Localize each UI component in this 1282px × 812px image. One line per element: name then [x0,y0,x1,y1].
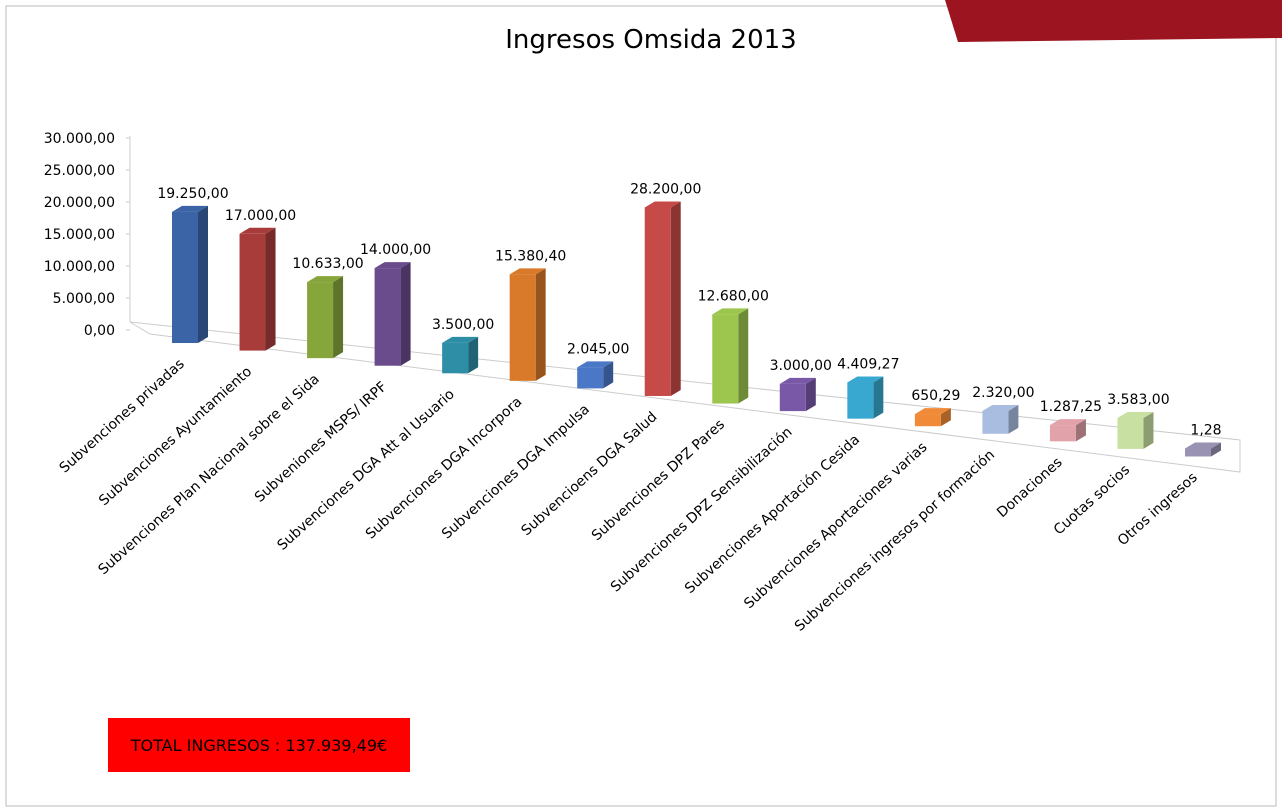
bar [982,410,1009,434]
bar [172,211,198,344]
bar-side [535,268,546,381]
value-label: 3.000,00 [770,358,832,374]
bar-top [577,361,614,368]
value-label: 2.320,00 [972,385,1034,401]
bar-side [805,377,816,412]
value-label: 12.680,00 [698,288,769,304]
bar-top [1049,419,1086,426]
value-label: 3.500,00 [432,317,494,333]
bar-top [509,268,546,275]
bar-top [914,408,951,415]
value-label: 14.000,00 [360,242,431,258]
bar-top [1185,442,1221,449]
bar-side [1143,411,1154,449]
bar [1185,448,1211,457]
value-label: 1,28 [1190,422,1221,438]
value-label: 650,29 [911,388,960,404]
y-tick-label: 10.000,00 [44,259,115,275]
y-tick-label: 5.000,00 [53,291,115,307]
total-box [108,718,410,772]
bar-side [1075,419,1086,442]
bar [914,414,941,427]
y-tick-label: 15.000,00 [44,227,115,243]
bar [712,314,739,404]
bar-side [873,376,884,419]
bar [239,233,266,351]
bar [509,274,536,381]
bar [1117,417,1144,449]
value-label: 17.000,00 [225,208,296,224]
total-label: TOTAL INGRESOS : 137.939,49€ [130,736,387,755]
bar-side [265,227,276,351]
bar [307,282,334,359]
bar-top [442,336,479,343]
value-label: 10.633,00 [292,256,363,272]
bar [442,342,469,374]
bar [577,367,604,389]
bar-side [603,361,614,389]
bar-side [738,308,749,404]
bar-top [172,205,208,212]
bar-top [644,201,681,208]
bar [644,207,671,396]
y-tick-label: 0,00 [84,323,115,339]
header-banner [945,0,1282,42]
value-label: 19.250,00 [157,186,228,202]
bar-top [1117,411,1154,418]
bar-side [1211,442,1221,457]
value-label: 15.380,40 [495,248,566,264]
bar-side [1008,404,1019,434]
bar-top [779,377,816,384]
value-label: 1.287,25 [1040,399,1102,415]
chart-title: Ingresos Omsida 2013 [505,25,796,55]
value-label: 2.045,00 [567,341,629,357]
bar-top [374,262,411,269]
y-tick-label: 20.000,00 [44,195,115,211]
bar-top [239,227,276,234]
bar-side [940,408,951,427]
bar-top [847,376,884,383]
bar [847,382,874,419]
bar-top [307,276,344,283]
bar [374,268,401,366]
chart-frame [5,5,1277,807]
bar [779,383,806,412]
y-tick-label: 30.000,00 [44,131,115,147]
bar [1049,425,1076,442]
value-label: 3.583,00 [1107,392,1169,408]
bar-top [982,404,1019,411]
bar-side [468,336,479,374]
y-tick-label: 25.000,00 [44,163,115,179]
bar-side [198,205,208,344]
bar-side [400,262,411,366]
bar-top [712,308,749,315]
bar-side [670,201,681,396]
value-label: 4.409,27 [837,356,899,372]
value-label: 28.200,00 [630,181,701,197]
bar-side [333,276,344,359]
